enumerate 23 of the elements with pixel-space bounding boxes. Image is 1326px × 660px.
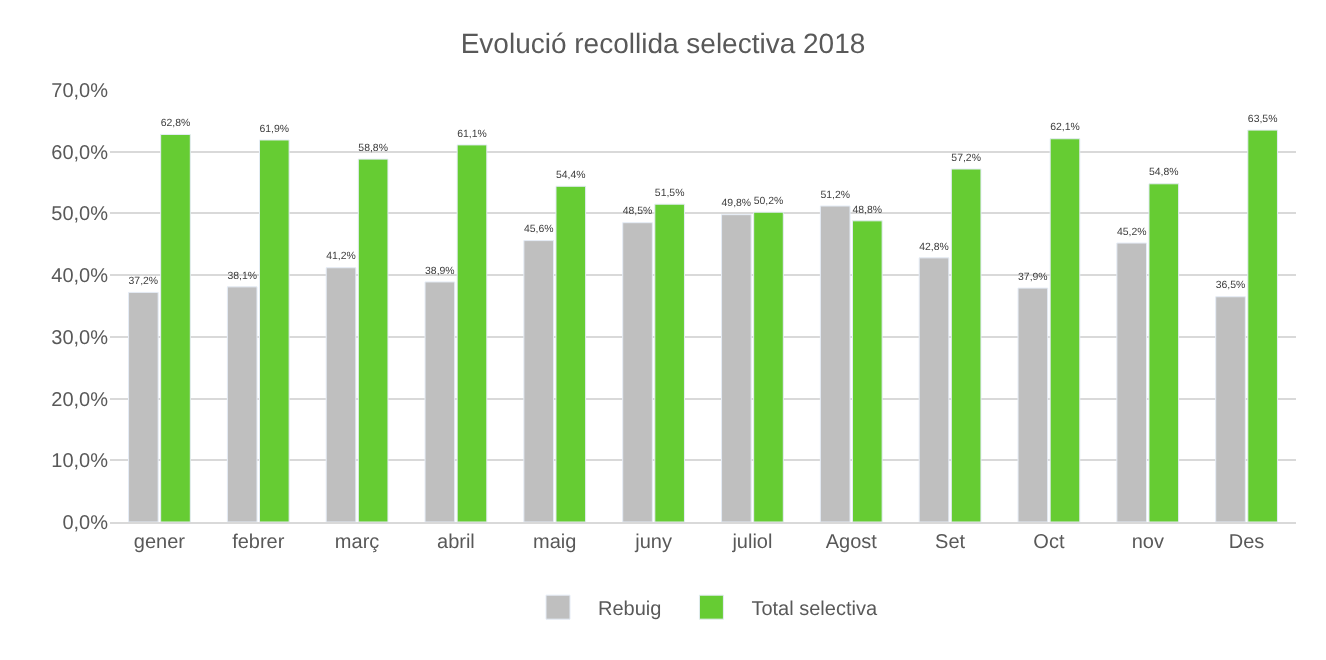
y-tick-label: 0,0% <box>62 513 109 535</box>
x-tick-label: juny <box>633 532 672 554</box>
y-tick-label: 40,0% <box>51 266 109 289</box>
y-tick-label: 20,0% <box>51 389 109 412</box>
y-tick-label: 70,0% <box>51 81 109 103</box>
legend-label: Total selectiva <box>751 598 878 621</box>
y-tick-label: 10,0% <box>51 451 109 474</box>
x-tick-label: Oct <box>1033 532 1065 554</box>
chart-title: Evolució recollida selectiva 2018 <box>460 26 866 59</box>
x-tick-label: abril <box>437 532 475 554</box>
legend-label: Rebuig <box>598 598 662 621</box>
x-tick-label: Des <box>1228 532 1265 554</box>
y-tick-label: 50,0% <box>51 204 109 227</box>
x-tick-label: Agost <box>825 532 878 554</box>
x-tick-label: juliol <box>730 532 773 554</box>
x-tick-label: nov <box>1131 532 1164 554</box>
y-tick-label: 30,0% <box>51 327 109 350</box>
x-tick-label: Set <box>935 532 966 554</box>
x-tick-label: març <box>334 532 380 554</box>
x-tick-label: gener <box>133 532 187 554</box>
y-tick-label: 60,0% <box>51 142 109 165</box>
x-tick-label: maig <box>533 532 577 554</box>
x-tick-label: febrer <box>232 532 286 554</box>
